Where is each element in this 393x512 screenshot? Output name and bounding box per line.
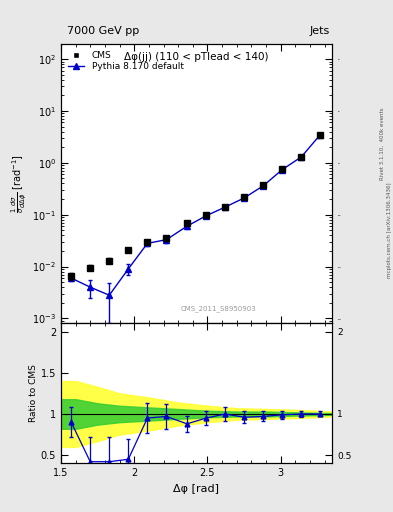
Text: CMS_2011_S8950903: CMS_2011_S8950903: [180, 306, 256, 312]
Y-axis label: Ratio to CMS: Ratio to CMS: [29, 365, 38, 422]
Text: Rivet 3.1.10,  400k events: Rivet 3.1.10, 400k events: [380, 107, 384, 180]
Text: mcplots.cern.ch [arXiv:1306.3436]: mcplots.cern.ch [arXiv:1306.3436]: [387, 183, 391, 278]
Text: Δφ(jj) (110 < pTlead < 140): Δφ(jj) (110 < pTlead < 140): [124, 52, 269, 62]
Y-axis label: $\frac{1}{\sigma}\frac{d\sigma}{d\Delta\phi}$ [rad$^{-1}$]: $\frac{1}{\sigma}\frac{d\sigma}{d\Delta\…: [9, 154, 28, 213]
Text: Jets: Jets: [310, 26, 330, 36]
Legend: CMS, Pythia 8.170 default: CMS, Pythia 8.170 default: [65, 48, 186, 74]
X-axis label: Δφ [rad]: Δφ [rad]: [173, 484, 220, 494]
Text: 7000 GeV pp: 7000 GeV pp: [67, 26, 139, 36]
